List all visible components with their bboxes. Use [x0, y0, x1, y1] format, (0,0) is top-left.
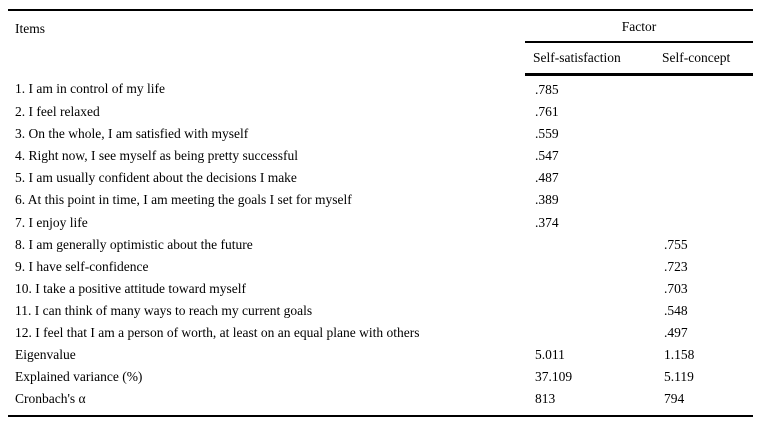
self-concept-value: 794 [664, 391, 685, 407]
self-concept-value [654, 145, 753, 167]
header-row-columns: Self-satisfaction Self-concept [8, 42, 753, 76]
self-satisfaction-value: 5.011 [535, 347, 565, 363]
self-satisfaction-value: 37.109 [535, 369, 573, 385]
item-label: 6. At this point in time, I am meeting t… [15, 192, 352, 208]
item-label: 2. I feel relaxed [15, 104, 100, 120]
self-concept-value [654, 123, 753, 145]
item-label: Cronbach's α [15, 391, 86, 407]
self-concept-value [654, 190, 753, 212]
item-label: 10. I take a positive attitude toward my… [15, 280, 246, 296]
item-label: 9. I have self-confidence [15, 258, 149, 274]
table-row: 7. I enjoy life .374 [8, 212, 753, 234]
self-satisfaction-value: .785 [535, 82, 559, 97]
item-label: Explained variance (%) [15, 369, 143, 385]
self-satisfaction-value [525, 256, 654, 278]
self-concept-value: .703 [664, 280, 688, 296]
self-satisfaction-value: .389 [535, 192, 559, 208]
table-row: 9. I have self-confidence .723 [8, 256, 753, 278]
item-label: 3. On the whole, I am satisfied with mys… [15, 126, 249, 142]
self-concept-value: .723 [664, 258, 688, 274]
table-row: Eigenvalue 5.011 1.158 [8, 344, 753, 366]
table-body: 1. I am in control of my life .785 2. I … [8, 75, 753, 416]
self-concept-value: .497 [664, 325, 688, 341]
factor-group-header: Factor [525, 10, 753, 43]
self-satisfaction-value: .761 [535, 104, 559, 120]
self-concept-value: 1.158 [664, 347, 695, 363]
self-concept-value [654, 101, 753, 123]
item-label: 5. I am usually confident about the deci… [15, 170, 297, 186]
table-row: 3. On the whole, I am satisfied with mys… [8, 123, 753, 145]
table-row: 1. I am in control of my life .785 [8, 75, 753, 102]
self-satisfaction-value [525, 300, 654, 322]
self-satisfaction-value [525, 322, 654, 344]
item-label: 12. I feel that I am a person of worth, … [15, 325, 420, 341]
self-concept-value [654, 168, 753, 190]
self-concept-value [654, 75, 753, 102]
self-satisfaction-value: .547 [535, 148, 559, 164]
factor-loadings-table: Items Factor Self-satisfaction Self-conc… [8, 9, 753, 417]
self-satisfaction-value [525, 278, 654, 300]
self-satisfaction-value: 813 [535, 391, 556, 407]
item-label: 11. I can think of many ways to reach my… [15, 302, 313, 318]
item-label: 1. I am in control of my life [15, 81, 165, 97]
self-satisfaction-value: .559 [535, 126, 559, 142]
table-row: Explained variance (%) 37.109 5.119 [8, 366, 753, 388]
table-row: 12. I feel that I am a person of worth, … [8, 322, 753, 344]
self-concept-value [654, 212, 753, 234]
table-row: 6. At this point in time, I am meeting t… [8, 190, 753, 212]
table-row: 11. I can think of many ways to reach my… [8, 300, 753, 322]
self-satisfaction-value: .487 [535, 170, 559, 186]
table-row: 4. Right now, I see myself as being pret… [8, 145, 753, 167]
table-row: 10. I take a positive attitude toward my… [8, 278, 753, 300]
item-label: Eigenvalue [15, 347, 76, 363]
column-header-self-satisfaction: Self-satisfaction [525, 42, 654, 76]
table-header: Items Factor Self-satisfaction Self-conc… [8, 10, 753, 76]
self-concept-value: .755 [664, 236, 688, 252]
self-concept-value: .548 [664, 302, 688, 318]
column-header-self-concept: Self-concept [654, 42, 753, 76]
self-concept-value: 5.119 [664, 369, 694, 385]
table-row: 2. I feel relaxed .761 [8, 101, 753, 123]
self-satisfaction-value: .374 [535, 214, 559, 230]
self-satisfaction-value [525, 234, 654, 256]
table-row: 8. I am generally optimistic about the f… [8, 234, 753, 256]
header-row-group: Items Factor [8, 10, 753, 43]
item-label: 7. I enjoy life [15, 214, 88, 230]
table-row: 5. I am usually confident about the deci… [8, 168, 753, 190]
items-column-header: Items [15, 21, 45, 36]
item-label: 8. I am generally optimistic about the f… [15, 236, 253, 252]
item-label: 4. Right now, I see myself as being pret… [15, 148, 298, 164]
table-row: Cronbach's α 813 794 [8, 389, 753, 416]
